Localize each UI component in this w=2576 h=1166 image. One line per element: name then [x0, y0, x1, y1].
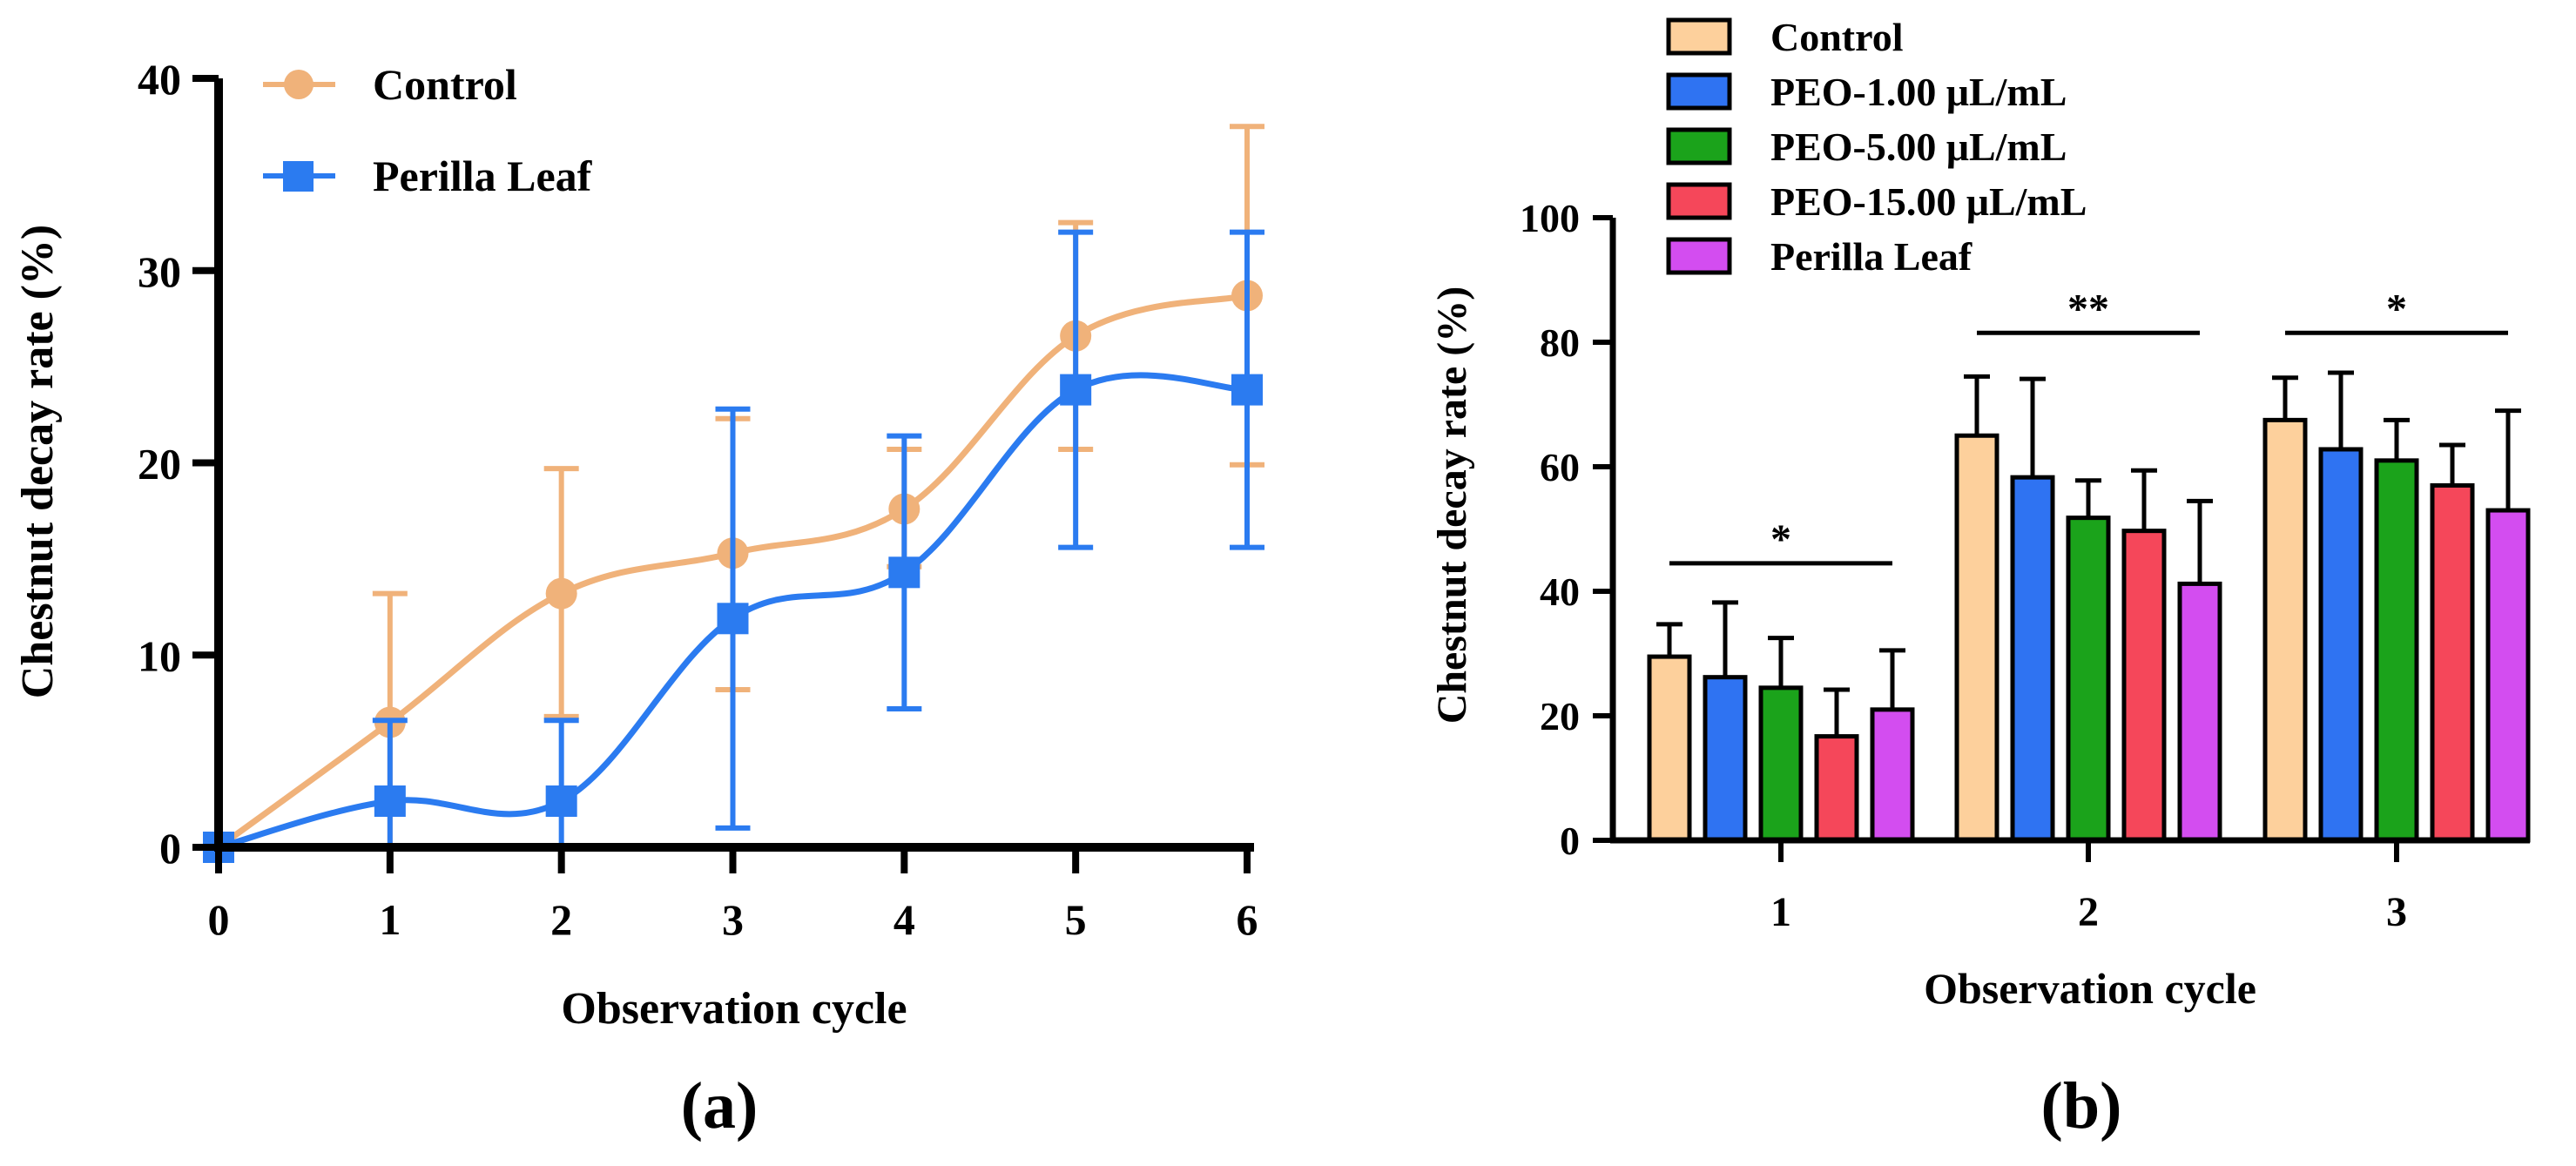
legend-label: PEO-5.00 μL/mL: [1770, 125, 2067, 169]
legend-swatch: [1666, 17, 1732, 56]
y-tick-label: 10: [138, 631, 181, 680]
bar: [2010, 475, 2055, 843]
bar: [2374, 458, 2419, 843]
legend-swatch: [1666, 182, 1732, 220]
bar: [1814, 734, 1859, 843]
x-tick-label: 2: [2078, 889, 2099, 935]
x-axis-title: Observation cycle: [561, 984, 907, 1034]
legend: Control PEO-1.00 μL/mL PEO-5.00 μL/mL PEO-1…: [1666, 15, 2087, 279]
data-point: [545, 577, 577, 610]
legend-control-label: Control: [373, 60, 517, 109]
x-tick-label: 3: [722, 895, 744, 944]
bar: [2177, 581, 2222, 843]
bar: [2121, 529, 2167, 843]
y-tick-label: 60: [1540, 445, 1580, 489]
legend-perilla-label: Perilla Leaf: [373, 152, 593, 200]
y-tick-label: 80: [1540, 320, 1580, 365]
line-chart-panel: 0 10 20 30 40 0 1 2 3 4 5 6 Chestnut decay rate (%)…: [13, 55, 1264, 1142]
x-tick-label: 1: [379, 895, 401, 944]
bar: [2318, 447, 2364, 843]
panel-label: (a): [681, 1069, 759, 1142]
significance-marker: *: [2386, 286, 2407, 332]
legend-perilla-marker: [283, 161, 314, 192]
y-tick-label: 20: [138, 440, 181, 489]
bar: [2066, 516, 2111, 843]
y-tick-label: 20: [1540, 694, 1580, 738]
data-point: [1060, 374, 1092, 406]
bar: [1703, 675, 1748, 843]
x-tick-label: 6: [1237, 895, 1258, 944]
legend-swatch: [1666, 72, 1732, 111]
x-axis-title: Observation cycle: [1924, 964, 2256, 1013]
legend-label: PEO-1.00 μL/mL: [1770, 70, 2067, 114]
y-tick-label: 40: [138, 55, 181, 104]
x-tick-label: 2: [550, 895, 572, 944]
x-tick-label: 3: [2386, 889, 2407, 935]
bar: [2262, 417, 2308, 843]
bar: [2485, 508, 2531, 843]
y-tick-label: 100: [1520, 196, 1580, 240]
x-tick-label: 5: [1065, 895, 1087, 944]
bar: [1647, 654, 1692, 843]
bar: [1758, 685, 1804, 843]
bar: [1870, 707, 1915, 843]
legend: Control Perilla Leaf: [263, 60, 593, 200]
significance-marker: **: [2067, 286, 2109, 332]
significance-marker: *: [1770, 516, 1791, 563]
panel-label: (b): [2041, 1069, 2122, 1142]
data-point: [545, 785, 577, 818]
y-tick-label: 0: [1560, 819, 1580, 863]
legend-control-marker: [284, 70, 314, 99]
y-axis-title: Chestnut decay rate (%): [1429, 286, 1475, 725]
y-tick-label: 0: [159, 824, 181, 873]
bar: [1954, 433, 1999, 843]
x-tick-label: 0: [208, 895, 230, 944]
bar: [2430, 482, 2475, 843]
x-tick-label: 1: [1770, 889, 1791, 935]
data-point: [1231, 374, 1263, 406]
legend-label: Control: [1770, 15, 1904, 59]
x-tick-label: 4: [894, 895, 915, 944]
y-axis-title: Chestnut decay rate (%): [13, 225, 63, 698]
legend-label: PEO-15.00 μL/mL: [1770, 179, 2087, 224]
legend-label: Perilla Leaf: [1770, 234, 1972, 279]
data-point: [888, 556, 920, 589]
legend-swatch: [1666, 237, 1732, 275]
data-point: [374, 785, 406, 818]
y-tick-label: 30: [138, 247, 181, 296]
y-tick-label: 40: [1540, 570, 1580, 614]
legend-swatch: [1666, 127, 1732, 165]
data-point: [717, 603, 749, 635]
